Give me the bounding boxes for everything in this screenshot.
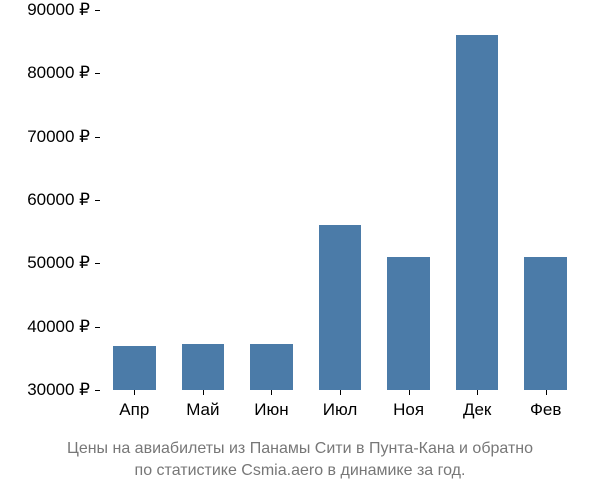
x-tick-label: Дек: [463, 400, 491, 420]
chart-plot-area: [100, 10, 580, 390]
y-tick-label: 60000 ₽: [27, 190, 90, 210]
bar: [113, 346, 156, 390]
bar: [250, 344, 293, 390]
caption-line-2: по статистике Csmia.aero в динамике за г…: [135, 462, 466, 479]
x-tick-mark: [546, 390, 547, 395]
x-tick-label: Апр: [119, 400, 149, 420]
bar: [387, 257, 430, 390]
x-tick-mark: [134, 390, 135, 395]
y-tick-label: 90000 ₽: [27, 0, 90, 20]
x-tick-mark: [477, 390, 478, 395]
y-axis: 30000 ₽40000 ₽50000 ₽60000 ₽70000 ₽80000…: [0, 10, 95, 390]
x-tick-mark: [340, 390, 341, 395]
bar: [524, 257, 567, 390]
x-tick-label: Фев: [530, 400, 561, 420]
bar: [456, 35, 499, 390]
y-tick-label: 80000 ₽: [27, 63, 90, 83]
bars-container: [100, 10, 580, 390]
x-tick-mark: [203, 390, 204, 395]
x-tick-label: Июн: [254, 400, 288, 420]
y-tick-label: 30000 ₽: [27, 380, 90, 400]
x-tick-label: Май: [186, 400, 219, 420]
y-tick-label: 40000 ₽: [27, 317, 90, 337]
bar: [182, 344, 225, 390]
x-tick-label: Ноя: [393, 400, 424, 420]
chart-caption: Цены на авиабилеты из Панамы Сити в Пунт…: [0, 438, 600, 483]
x-axis: Апр Май Июн Июл Ноя Дек Фев: [100, 395, 580, 425]
bar: [319, 225, 362, 390]
y-tick-label: 70000 ₽: [27, 127, 90, 147]
caption-line-1: Цены на авиабилеты из Панамы Сити в Пунт…: [67, 440, 533, 457]
x-tick-mark: [409, 390, 410, 395]
y-tick-label: 50000 ₽: [27, 253, 90, 273]
x-tick-mark: [271, 390, 272, 395]
x-tick-label: Июл: [323, 400, 358, 420]
y-tick-mark: [95, 390, 100, 391]
